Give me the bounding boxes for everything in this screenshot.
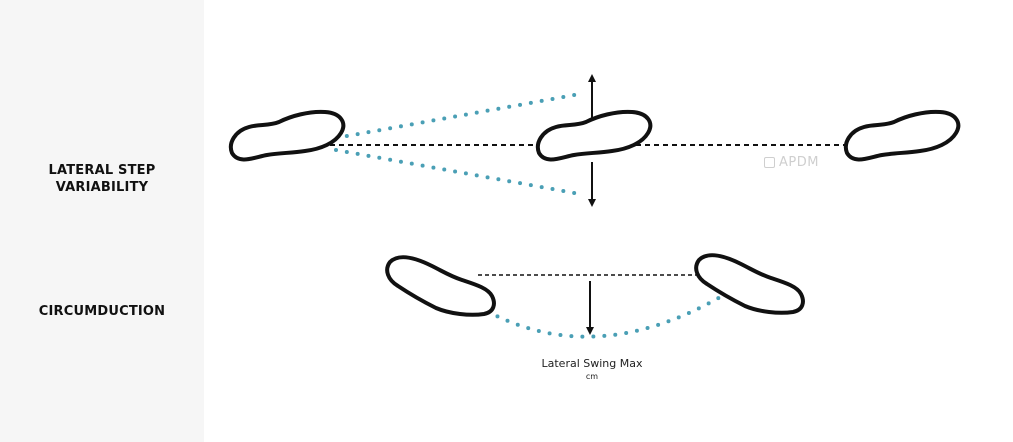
label-lateral-step-variability: LATERAL STEP VARIABILITY: [0, 162, 204, 196]
lsv-dotted-upper-path: [334, 92, 582, 140]
footprint-icon: [843, 109, 961, 162]
footprint-icon: [228, 109, 346, 162]
label-lateral-step-line1: LATERAL STEP: [48, 163, 156, 178]
lateral-swing-max-caption: Lateral Swing Max: [541, 357, 643, 370]
label-circumduction: CIRCUMDUCTION: [38, 304, 166, 319]
footprint-icon: [694, 253, 805, 315]
circ-dotted-swing-path: [476, 294, 724, 339]
footprint-icon: [385, 255, 496, 317]
apdm-watermark-text: APDM: [779, 155, 819, 170]
lateral-swing-max-unit: cm: [585, 372, 599, 381]
left-label-panel: [0, 0, 204, 442]
apdm-logo-icon: [764, 157, 775, 168]
footprint-icon: [535, 109, 653, 162]
label-lateral-step-line2: VARIABILITY: [55, 180, 149, 195]
